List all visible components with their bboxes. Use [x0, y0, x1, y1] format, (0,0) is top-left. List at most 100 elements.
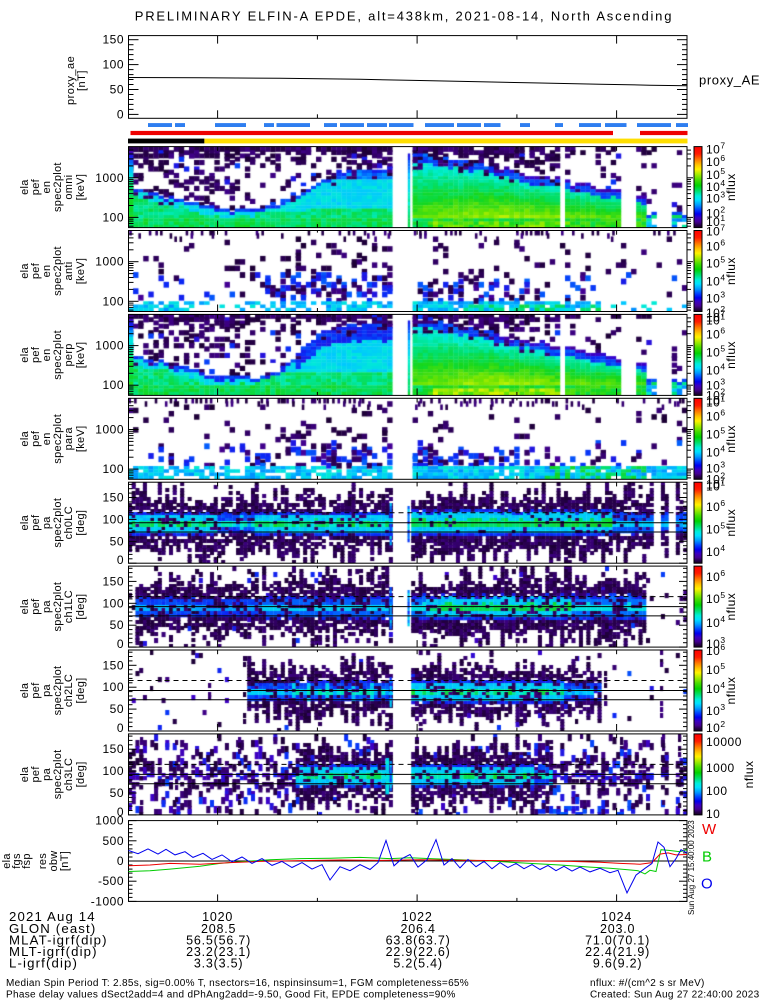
svg-text:ch1LC: ch1LC: [63, 590, 75, 623]
svg-text:107: 107: [706, 476, 726, 492]
svg-text:0: 0: [117, 854, 124, 868]
svg-text:1000: 1000: [706, 761, 735, 775]
svg-text:106: 106: [706, 407, 726, 423]
svg-text:res: res: [37, 853, 49, 869]
svg-text:50: 50: [110, 618, 124, 632]
svg-text:ela: ela: [19, 682, 31, 698]
svg-text:spec2plot: spec2plot: [52, 414, 64, 464]
svg-text:105: 105: [706, 590, 726, 606]
svg-text:[deg]: [deg]: [75, 678, 87, 704]
svg-text:pa: pa: [41, 516, 53, 529]
svg-text:150: 150: [102, 658, 124, 672]
svg-text:pa: pa: [41, 684, 53, 697]
svg-text:103: 103: [706, 376, 726, 392]
svg-text:pa: pa: [41, 600, 53, 613]
svg-text:107: 107: [706, 223, 726, 239]
svg-text:ela: ela: [19, 263, 31, 279]
svg-text:ela: ela: [19, 347, 31, 363]
svg-text:104: 104: [706, 680, 726, 696]
svg-text:MLAT-igrf(dip): MLAT-igrf(dip): [9, 932, 108, 947]
svg-text:50: 50: [110, 786, 124, 800]
svg-text:106: 106: [706, 153, 726, 169]
svg-text:104: 104: [706, 543, 726, 559]
svg-text:105: 105: [706, 343, 726, 359]
svg-text:B: B: [702, 849, 713, 866]
svg-text:nflux: nflux: [742, 760, 756, 788]
svg-text:proxy_AE: proxy_AE: [699, 73, 760, 88]
svg-text:1024: 1024: [601, 910, 632, 924]
svg-text:fsp: fsp: [21, 853, 33, 869]
svg-text:[nT]: [nT]: [59, 851, 71, 871]
svg-text:2021 Aug 14: 2021 Aug 14: [9, 909, 96, 924]
svg-text:1000: 1000: [95, 339, 124, 353]
svg-text:105: 105: [706, 166, 726, 182]
svg-text:PRELIMINARY ELFIN-A EPDE, alt=: PRELIMINARY ELFIN-A EPDE, alt=438km, 202…: [135, 9, 674, 24]
svg-text:nflux: nflux: [724, 173, 738, 201]
svg-text:[deg]: [deg]: [75, 594, 87, 620]
svg-text:100: 100: [102, 378, 124, 392]
svg-text:100: 100: [102, 462, 124, 476]
svg-text:56.5(56.7): 56.5(56.7): [186, 933, 251, 947]
svg-text:105: 105: [706, 425, 726, 441]
svg-text:[keV]: [keV]: [75, 174, 87, 201]
svg-text:10000: 10000: [706, 735, 742, 749]
svg-text:1022: 1022: [402, 910, 433, 924]
svg-text:0: 0: [117, 637, 124, 651]
svg-text:pef: pef: [30, 262, 42, 279]
svg-text:pa: pa: [41, 767, 53, 780]
svg-text:1000: 1000: [95, 255, 124, 269]
svg-text:103: 103: [706, 290, 726, 306]
svg-text:en: en: [41, 432, 53, 445]
svg-text:en: en: [41, 181, 53, 194]
svg-text:nflux: nflux: [724, 257, 738, 285]
svg-text:208.5: 208.5: [201, 922, 236, 936]
svg-text:[deg]: [deg]: [75, 510, 87, 536]
svg-text:102: 102: [706, 204, 726, 220]
svg-text:MLT-igrf(dip): MLT-igrf(dip): [9, 944, 98, 959]
svg-text:[keV]: [keV]: [75, 258, 87, 285]
svg-text:0: 0: [117, 805, 124, 819]
svg-text:100: 100: [102, 596, 124, 610]
svg-text:ela: ela: [1, 853, 13, 869]
svg-text:23.2(23.1): 23.2(23.1): [186, 945, 251, 959]
svg-text:pef: pef: [30, 598, 42, 615]
svg-text:103: 103: [706, 635, 726, 651]
svg-text:ela: ela: [19, 766, 31, 782]
svg-text:spec2plot: spec2plot: [52, 162, 64, 212]
svg-text:150: 150: [102, 491, 124, 505]
svg-text:100: 100: [706, 784, 728, 798]
svg-text:O: O: [701, 876, 713, 893]
svg-text:104: 104: [706, 361, 726, 377]
svg-text:nflux: nflux: [724, 425, 738, 453]
svg-text:[nT]: [nT]: [76, 70, 88, 91]
svg-text:102: 102: [706, 719, 726, 735]
svg-text:pef: pef: [30, 430, 42, 447]
svg-text:ela: ela: [19, 430, 31, 446]
svg-text:1000: 1000: [95, 171, 124, 185]
svg-text:105: 105: [706, 255, 726, 271]
svg-text:63.8(63.7): 63.8(63.7): [386, 933, 451, 947]
svg-text:103: 103: [706, 459, 726, 475]
svg-text:100: 100: [102, 512, 124, 526]
svg-text:1000: 1000: [95, 814, 124, 828]
svg-text:nflux: nflux: [724, 509, 738, 537]
svg-text:ch3LC: ch3LC: [63, 758, 75, 791]
svg-text:pef: pef: [30, 682, 42, 699]
svg-text:spec2plot: spec2plot: [52, 498, 64, 548]
svg-text:Phase delay values dSect2add=4: Phase delay values dSect2add=4 and dPhAn…: [6, 990, 456, 1000]
svg-text:100: 100: [102, 680, 124, 694]
svg-text:102: 102: [706, 386, 726, 402]
svg-text:9.6(9.2): 9.6(9.2): [593, 957, 642, 971]
svg-text:anti: anti: [63, 262, 75, 281]
svg-text:Sun Aug 27 15:40:00 2023: Sun Aug 27 15:40:00 2023: [687, 820, 696, 915]
svg-text:100: 100: [102, 210, 124, 224]
svg-text:spec2plot: spec2plot: [52, 750, 64, 800]
svg-text:104: 104: [706, 443, 726, 459]
svg-text:nflux: nflux: [724, 677, 738, 705]
svg-text:101: 101: [706, 393, 726, 409]
svg-text:101: 101: [706, 312, 726, 328]
svg-text:perp: perp: [63, 343, 75, 366]
svg-text:spec2plot: spec2plot: [52, 666, 64, 716]
svg-text:50: 50: [110, 534, 124, 548]
svg-text:3.3(3.5): 3.3(3.5): [194, 957, 243, 971]
